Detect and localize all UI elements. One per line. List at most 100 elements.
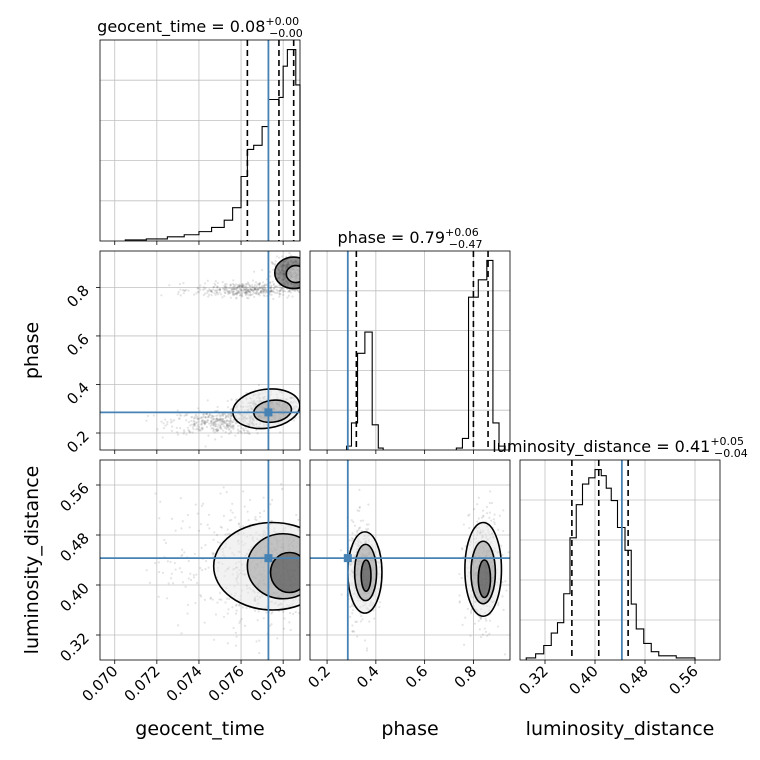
sample-point <box>192 420 195 423</box>
sample-point <box>305 556 307 558</box>
sample-point <box>209 424 212 428</box>
sample-point <box>303 273 305 275</box>
sample-point <box>220 427 223 431</box>
sample-point <box>182 282 185 285</box>
sample-point <box>214 420 217 424</box>
sample-point <box>258 287 261 290</box>
sample-point <box>288 621 291 624</box>
sample-point <box>229 423 232 426</box>
sample-point <box>222 413 225 417</box>
sample-point <box>322 274 324 276</box>
sample-point <box>229 412 232 416</box>
sample-point <box>234 288 238 291</box>
sample-point <box>237 286 240 289</box>
sample-point <box>269 290 273 293</box>
sample-point <box>498 514 501 517</box>
sample-point <box>204 544 207 547</box>
sample-point <box>210 414 213 417</box>
sample-point <box>238 603 241 606</box>
sample-point <box>186 612 189 615</box>
sample-point <box>336 582 338 584</box>
sample-point <box>257 288 260 291</box>
sample-point <box>300 273 302 275</box>
sample-point <box>182 429 186 432</box>
sample-point <box>458 572 461 576</box>
sample-point <box>228 286 232 290</box>
sample-point <box>195 428 198 431</box>
sample-point <box>235 292 239 295</box>
sample-point <box>311 612 313 614</box>
sample-point <box>251 286 254 290</box>
sample-point <box>207 288 211 291</box>
sample-point <box>273 291 276 294</box>
sample-point <box>305 576 307 578</box>
sample-point <box>301 567 303 569</box>
sample-point <box>301 579 303 581</box>
sample-point <box>166 420 169 423</box>
sample-point <box>301 266 303 268</box>
sample-point <box>204 445 207 448</box>
sample-point <box>240 293 244 296</box>
sample-point <box>270 284 273 287</box>
sample-point <box>336 571 338 573</box>
sample-point <box>196 290 199 293</box>
sample-point <box>205 413 208 416</box>
sample-point <box>239 287 242 291</box>
sample-point <box>314 572 316 574</box>
sample-point <box>313 551 315 553</box>
sample-point <box>145 419 148 422</box>
sample-point <box>210 419 213 422</box>
sample-point <box>191 431 194 434</box>
sample-point <box>229 283 232 287</box>
sample-point <box>228 532 231 535</box>
sample-point <box>186 426 190 429</box>
sample-point <box>180 570 183 574</box>
sample-point <box>281 487 284 491</box>
sample-point <box>247 297 250 300</box>
sample-point <box>272 282 276 285</box>
sample-point <box>243 624 247 627</box>
sample-point <box>264 287 267 290</box>
sample-point <box>305 561 307 563</box>
sample-point <box>235 293 239 296</box>
sample-point <box>213 421 216 424</box>
sample-point <box>317 573 319 575</box>
sample-point <box>210 289 213 292</box>
sample-point <box>247 290 250 294</box>
sample-point <box>488 619 492 622</box>
sample-point <box>245 287 248 291</box>
sample-point <box>318 553 320 555</box>
sample-point <box>228 291 231 294</box>
sample-point <box>227 426 230 429</box>
sample-point <box>276 291 279 295</box>
sample-point <box>212 552 215 555</box>
sample-point <box>302 278 304 280</box>
sample-point <box>303 562 305 564</box>
sample-point <box>342 577 344 579</box>
sample-point <box>204 559 208 563</box>
sample-point <box>253 283 256 286</box>
sample-point <box>232 283 236 286</box>
sample-point <box>227 428 231 431</box>
sample-point <box>242 429 245 432</box>
sample-point <box>284 290 287 293</box>
sample-point <box>263 509 266 513</box>
sample-point <box>247 282 250 285</box>
sample-point <box>195 573 198 576</box>
sample-point <box>290 254 293 257</box>
sample-point <box>271 262 274 265</box>
sample-point <box>200 546 203 550</box>
sample-point <box>305 264 307 266</box>
sample-point <box>213 292 216 295</box>
sample-point <box>199 429 202 432</box>
sample-point <box>206 399 209 402</box>
sample-point <box>233 293 236 297</box>
phase-marginal-title: phase = 0.79+0.06 −0.47 <box>338 226 483 251</box>
sample-point <box>154 562 157 565</box>
sample-point <box>230 287 233 290</box>
sample-point <box>206 291 209 295</box>
sample-point <box>272 289 275 293</box>
sample-point <box>211 553 214 556</box>
sample-point <box>303 559 305 561</box>
sample-point <box>215 291 218 295</box>
